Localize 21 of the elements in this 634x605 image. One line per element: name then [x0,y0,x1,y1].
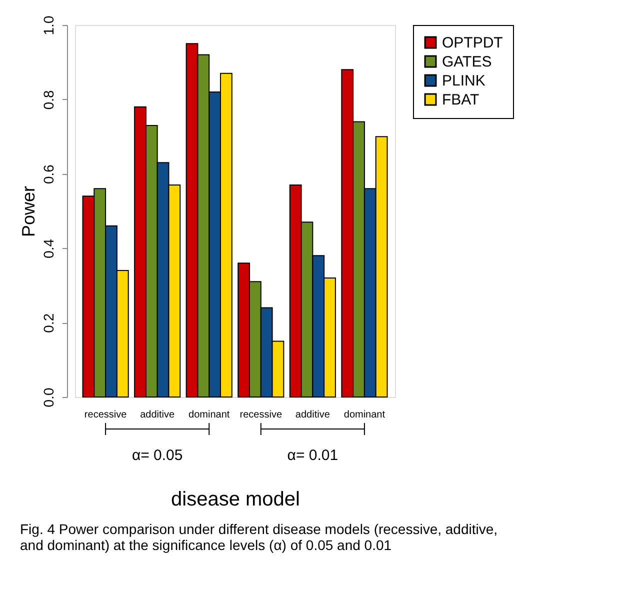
y-tick-label: 0.2 [40,313,56,333]
y-tick-label: 0.4 [40,238,56,258]
x-tick-label: recessive [84,410,128,420]
x-tick-label: additive [140,410,175,420]
y-tick-label: 0.8 [40,90,56,110]
x-axis-title: disease model [171,488,300,510]
legend-label: PLINK [442,72,486,90]
text: α= 0.01 [287,447,338,464]
y-tick-label: 0.6 [40,164,56,184]
y-tick-label: 1.0 [40,16,56,36]
legend-label: GATES [442,54,492,70]
y-tick-label: 0.0 [40,388,56,408]
legend-label: OPTPDT [442,34,503,52]
x-tick-label: dominant [344,410,386,420]
text: α= 0.05 [132,447,183,464]
y-axis-title: Power [18,186,38,238]
caption: Fig. 4 Power comparison under different disease models (recessive, additive, and dominant) at the significance levels (α) of 0.05 and 0.01 [20,521,498,553]
x-tick-label: dominant [188,410,230,420]
x-tick-label: additive [295,410,330,420]
legend-label: FBAT [442,92,480,108]
x-tick-label: recessive [240,410,282,420]
